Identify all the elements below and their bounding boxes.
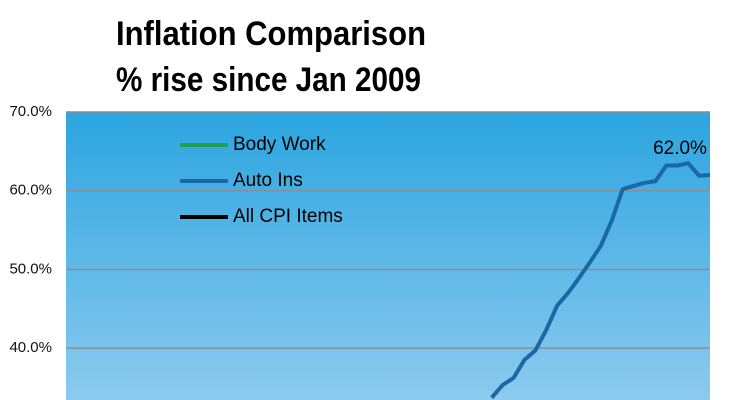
- y-tick-label: 40.0%: [9, 339, 52, 356]
- legend-label: Body Work: [233, 134, 326, 155]
- legend-label: Auto Ins: [233, 170, 303, 191]
- y-tick-label: 70.0%: [9, 103, 52, 120]
- series-line: [490, 161, 711, 399]
- y-tick-label: 60.0%: [9, 182, 52, 199]
- value-label: 62.0%: [653, 138, 707, 159]
- y-tick-label: 50.0%: [9, 260, 52, 277]
- chart-title: Inflation Comparison: [116, 15, 426, 53]
- chart-subtitle: % rise since Jan 2009: [116, 61, 421, 99]
- legend-label: All CPI Items: [233, 206, 343, 227]
- plot-area: [66, 112, 710, 400]
